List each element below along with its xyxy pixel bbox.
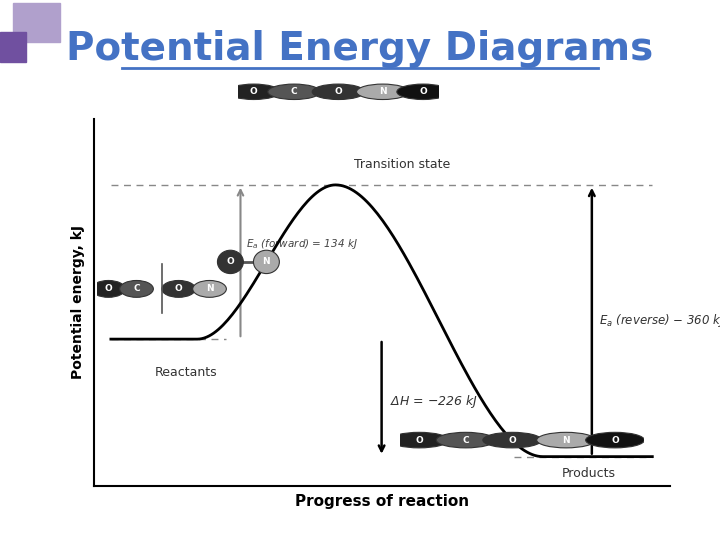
Y-axis label: Potential energy, kJ: Potential energy, kJ [71,225,85,380]
Text: O: O [227,258,234,266]
Circle shape [268,84,320,99]
Circle shape [356,84,409,99]
Text: Δ$H$ = −226 kJ: Δ$H$ = −226 kJ [390,393,478,410]
Text: Transition state: Transition state [354,158,450,171]
Text: O: O [335,87,342,96]
Circle shape [585,433,644,448]
Circle shape [390,433,449,448]
Circle shape [312,84,364,99]
Circle shape [193,280,226,298]
Text: O: O [104,285,112,293]
Text: O: O [419,87,427,96]
Text: N: N [263,258,270,266]
Text: C: C [462,436,469,444]
Circle shape [228,84,280,99]
Circle shape [91,280,125,298]
Text: O: O [508,436,516,444]
Text: Reactants: Reactants [155,366,217,379]
Text: N: N [562,436,570,444]
Bar [13,3,60,42]
Text: $E_a$ (reverse) − 360 kJ: $E_a$ (reverse) − 360 kJ [599,312,720,329]
Circle shape [397,84,449,99]
Circle shape [483,433,541,448]
Bar [0,32,26,62]
Text: C: C [291,87,297,96]
X-axis label: Progress of reaction: Progress of reaction [294,494,469,509]
Text: $E_a$ (forward) = 134 kJ: $E_a$ (forward) = 134 kJ [246,237,358,251]
Circle shape [253,250,279,274]
Circle shape [217,250,243,274]
Circle shape [120,280,153,298]
Text: Potential Energy Diagrams: Potential Energy Diagrams [66,30,654,68]
Circle shape [536,433,595,448]
Text: O: O [611,436,619,444]
Text: Products: Products [562,467,616,480]
Text: O: O [415,436,423,444]
Text: N: N [379,87,387,96]
Text: O: O [175,285,182,293]
Text: C: C [133,285,140,293]
Text: N: N [206,285,213,293]
Circle shape [162,280,196,298]
Text: O: O [250,87,258,96]
Circle shape [436,433,495,448]
